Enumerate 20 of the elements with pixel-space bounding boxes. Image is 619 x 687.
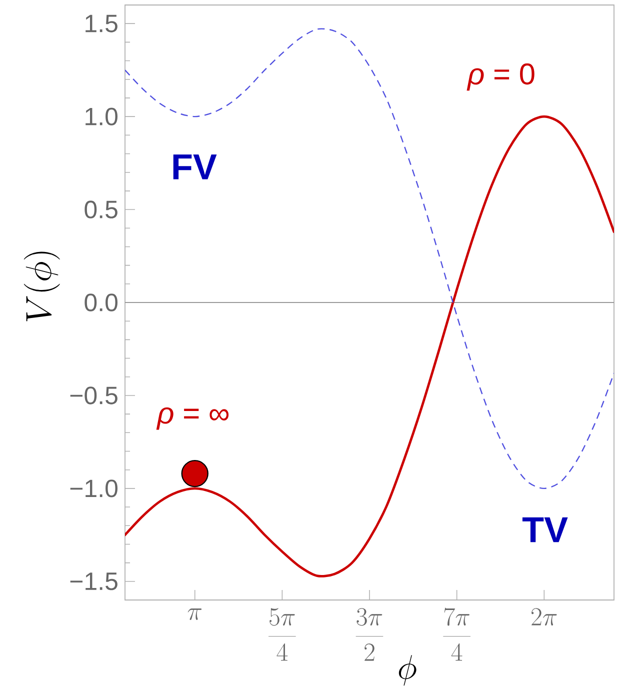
y-tick-label: 1.0 <box>86 108 118 126</box>
x-tick-label: $2\pi$ <box>532 608 557 626</box>
annotation: TV <box>522 517 568 542</box>
x-tick-label: $\frac{3\pi}{2}$ <box>356 608 384 661</box>
y-tick-label: 0.0 <box>84 294 118 312</box>
line-series <box>125 115 614 578</box>
annotation: FV <box>173 154 217 180</box>
annotation: ρ = ∞ <box>156 407 229 430</box>
x-tick-label: $\frac{7\pi}{4}$ <box>443 608 470 661</box>
x-tick-label: $\pi$ <box>188 608 202 620</box>
y-tick-label: −1.5 <box>70 572 118 590</box>
annotation: ρ = 0 <box>466 63 534 91</box>
x-tick-label: $\frac{5\pi}{4}$ <box>268 608 296 661</box>
line-series <box>125 28 614 490</box>
y-axis-title: $V(\phi)$ <box>24 252 60 322</box>
y-tick-label: −1.0 <box>70 480 118 498</box>
y-tick-label: −0.5 <box>70 386 118 404</box>
y-tick-label: 1.5 <box>86 14 118 32</box>
x-axis-title: $\phi$ <box>398 655 416 686</box>
y-tick-label: 0.5 <box>84 200 118 218</box>
